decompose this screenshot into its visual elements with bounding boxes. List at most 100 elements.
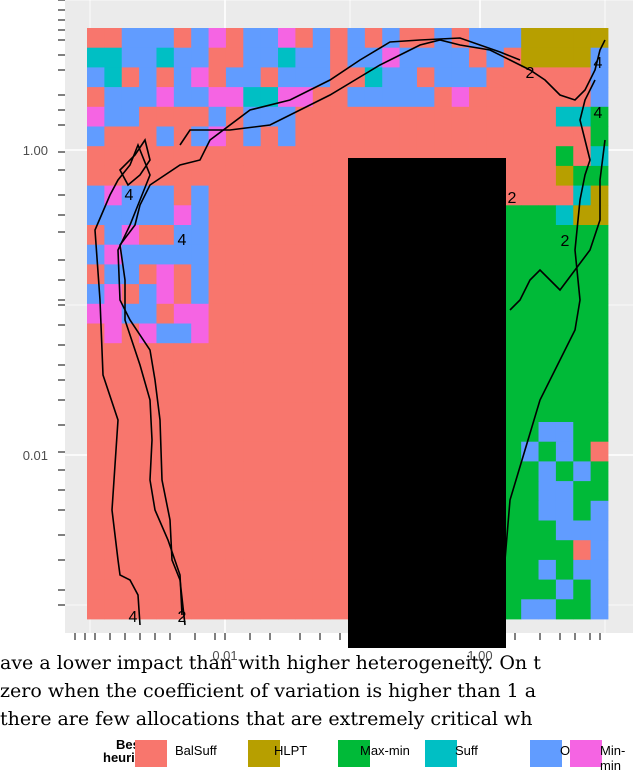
- heatmap-tile: [139, 225, 157, 246]
- heatmap-tile: [260, 500, 279, 521]
- legend-swatch: [135, 740, 167, 767]
- heatmap-tile: [330, 165, 348, 186]
- heatmap-tile: [156, 264, 175, 285]
- heatmap-tile: [208, 323, 227, 344]
- heatmap-tile: [104, 362, 123, 383]
- heatmap-tile: [312, 520, 331, 541]
- heatmap-tile: [225, 205, 244, 226]
- heatmap-tile: [243, 303, 262, 324]
- contour-label-4: 4: [125, 187, 134, 204]
- heatmap-tile: [225, 500, 244, 521]
- heatmap-tile: [260, 323, 279, 344]
- heatmap-tile: [416, 67, 435, 88]
- heatmap-tile: [590, 382, 609, 403]
- heatmap-tile: [538, 402, 557, 423]
- heatmap-tile: [87, 422, 105, 443]
- heatmap-tile: [243, 559, 262, 580]
- body-text-line-2: zero when the coefficient of variation i…: [0, 680, 537, 702]
- heatmap-tile: [295, 185, 314, 206]
- y-tick-label: 0.01: [23, 448, 48, 463]
- heatmap-tile: [260, 540, 279, 561]
- heatmap-tile: [521, 264, 539, 285]
- heatmap-tile: [208, 422, 227, 443]
- heatmap-tile: [139, 87, 157, 108]
- heatmap-tile: [451, 67, 470, 88]
- heatmap-tile: [521, 362, 539, 383]
- heatmap-tile: [191, 481, 209, 502]
- heatmap-tile: [330, 264, 348, 285]
- heatmap-tile: [191, 461, 209, 482]
- heatmap-tile: [173, 106, 192, 127]
- heatmap-tile: [555, 579, 574, 600]
- heatmap-tile: [87, 244, 105, 265]
- heatmap-tile: [260, 461, 279, 482]
- heatmap-tile: [173, 441, 192, 462]
- heatmap-tile: [573, 422, 592, 443]
- heatmap-tile: [260, 165, 279, 186]
- heatmap-tile: [87, 303, 105, 324]
- heatmap-tile: [278, 599, 296, 620]
- heatmap-tile: [503, 28, 522, 49]
- heatmap-tile: [104, 28, 123, 49]
- heatmap-tile: [538, 441, 557, 462]
- legend-swatch: [530, 740, 562, 767]
- heatmap-tile: [121, 67, 140, 88]
- heatmap-tile: [312, 441, 331, 462]
- heatmap-tile: [156, 441, 175, 462]
- heatmap-tile: [503, 87, 522, 108]
- heatmap-tile: [312, 126, 331, 147]
- heatmap-tile: [521, 87, 539, 108]
- heatmap-tile: [382, 47, 400, 68]
- heatmap-tile: [521, 225, 539, 246]
- heatmap-tile: [260, 205, 279, 226]
- heatmap-tile: [208, 106, 227, 127]
- heatmap-tile: [173, 323, 192, 344]
- heatmap-tile: [364, 67, 383, 88]
- heatmap-tile: [521, 323, 539, 344]
- heatmap-tile: [243, 599, 262, 620]
- heatmap-tile: [243, 284, 262, 305]
- heatmap-tile: [573, 559, 592, 580]
- heatmap-tile: [243, 323, 262, 344]
- heatmap-tile: [347, 106, 366, 127]
- heatmap-tile: [434, 87, 453, 108]
- heatmap-tile: [538, 126, 557, 147]
- heatmap-tile: [156, 579, 175, 600]
- heatmap-tile: [104, 343, 123, 364]
- heatmap-tile: [173, 520, 192, 541]
- heatmap-tile: [555, 382, 574, 403]
- heatmap-tile: [208, 205, 227, 226]
- heatmap-tile: [121, 362, 140, 383]
- heatmap-tile: [312, 146, 331, 167]
- heatmap-tile: [208, 559, 227, 580]
- heatmap-tile: [243, 225, 262, 246]
- heatmap-tile: [330, 106, 348, 127]
- heatmap-tile: [208, 579, 227, 600]
- heatmap-tile: [278, 264, 296, 285]
- heatmap-tile: [260, 303, 279, 324]
- heatmap-tile: [382, 106, 400, 127]
- heatmap-tile: [225, 559, 244, 580]
- heatmap-tile: [260, 264, 279, 285]
- legend-label: HLPT: [274, 743, 308, 758]
- heatmap-tile: [347, 28, 366, 49]
- heatmap-tile: [573, 461, 592, 482]
- heatmap-tile: [312, 500, 331, 521]
- heatmap-tile: [521, 343, 539, 364]
- heatmap-tile: [295, 461, 314, 482]
- heatmap-tile: [330, 28, 348, 49]
- heatmap-tile: [87, 284, 105, 305]
- heatmap-tile: [139, 559, 157, 580]
- contour-line: [494, 79, 596, 621]
- heatmap-tile: [278, 67, 296, 88]
- heatmap-tile: [208, 520, 227, 541]
- heatmap-tile: [312, 28, 331, 49]
- heatmap-tile: [208, 185, 227, 206]
- legend-label: BalSuff: [175, 743, 217, 758]
- contour-label-4: 4: [178, 232, 187, 249]
- heatmap-tile: [295, 323, 314, 344]
- heatmap-tile: [104, 87, 123, 108]
- heatmap-tile: [243, 47, 262, 68]
- heatmap-tile: [121, 28, 140, 49]
